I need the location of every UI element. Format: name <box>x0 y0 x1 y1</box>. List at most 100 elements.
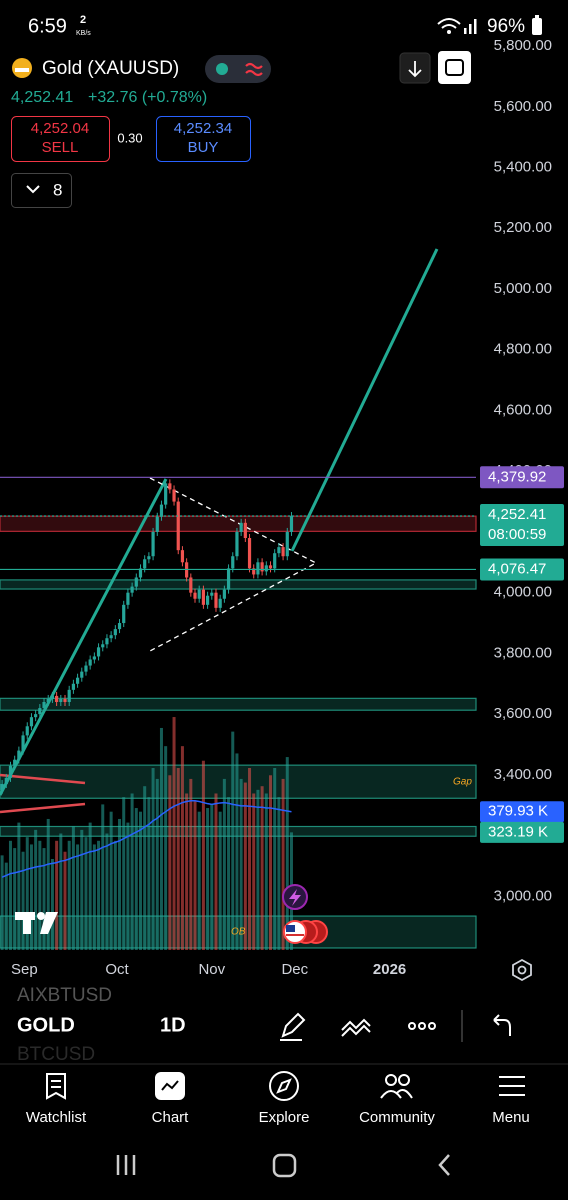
net-unit: KB/s <box>76 30 91 37</box>
y-tick-label: 5,000.00 <box>494 280 552 297</box>
candle-body <box>25 726 29 736</box>
price-label-box <box>480 504 564 547</box>
candle-body <box>4 777 8 784</box>
candle-body <box>42 701 46 709</box>
download-button[interactable] <box>399 52 431 84</box>
volume-bar <box>0 855 4 950</box>
candle-body <box>164 483 168 505</box>
buy-price: 4,252.34 <box>174 120 232 137</box>
buy-label: BUY <box>188 139 219 156</box>
y-tick-label: 3,400.00 <box>494 766 552 783</box>
nav-label[interactable]: Chart <box>152 1109 190 1126</box>
indicators-toggle[interactable]: 8 <box>11 173 72 208</box>
sell-label: SELL <box>42 139 79 156</box>
volume-bar <box>122 797 126 950</box>
event-icons[interactable] <box>282 884 328 944</box>
buy-button[interactable]: 4,252.34 BUY <box>156 116 251 162</box>
clock: 6:59 <box>28 15 67 37</box>
system-nav[interactable] <box>116 1153 450 1178</box>
market-toggle[interactable] <box>205 55 271 83</box>
volume-bar <box>243 782 247 950</box>
volume-bar <box>126 822 130 950</box>
prev-symbol[interactable]: AIXBTUSD <box>17 985 112 1006</box>
volume-bar <box>13 848 17 950</box>
candle-body <box>235 531 239 557</box>
nav-label[interactable]: Explore <box>259 1109 310 1126</box>
symbol[interactable]: GOLD <box>17 1014 75 1036</box>
volume-bar <box>34 829 38 950</box>
candle-body <box>63 698 67 702</box>
candle-body <box>126 592 130 605</box>
volume-bar <box>168 775 172 950</box>
toolbar-icons[interactable] <box>280 1010 511 1042</box>
candle-body <box>176 501 180 551</box>
candle-body <box>67 689 71 702</box>
nav-label[interactable]: Menu <box>492 1109 530 1126</box>
y-tick-label: 3,800.00 <box>494 644 552 661</box>
candle-body <box>50 695 55 699</box>
candle-body <box>201 589 206 605</box>
y-tick-label: 5,600.00 <box>494 98 552 115</box>
fullscreen-button[interactable] <box>438 51 471 84</box>
candle-body <box>117 623 122 630</box>
volume-bar <box>25 837 29 950</box>
candle-body <box>264 565 268 572</box>
candle-body <box>105 638 109 645</box>
x-tick-label: Oct <box>105 961 129 978</box>
volume-bar <box>252 793 256 950</box>
candle-body <box>13 759 17 766</box>
candle-body <box>17 750 21 760</box>
price-label: 4,076.47 <box>488 560 546 577</box>
volume-bar <box>277 797 281 950</box>
annotation: Gap <box>453 777 472 788</box>
volume-bar <box>159 727 163 950</box>
volume-bar <box>55 840 59 950</box>
nav-label[interactable]: Community <box>359 1109 435 1126</box>
nav-icons[interactable] <box>46 1071 525 1101</box>
symbol-title[interactable]: Gold (XAUUSD) <box>42 58 179 79</box>
x-tick-label: Dec <box>281 961 308 978</box>
volume-bar <box>50 859 54 950</box>
candle-body <box>71 683 75 690</box>
candle-body <box>273 553 277 569</box>
status-icons <box>437 15 542 35</box>
interval[interactable]: 1D <box>160 1014 186 1036</box>
volume-bar <box>164 746 168 950</box>
volume-bar <box>260 786 264 950</box>
volume-bar <box>118 818 122 950</box>
candle-body <box>197 589 201 599</box>
volume-bar <box>147 797 151 950</box>
bottom-nav: Watchlist Chart Explore Community Menu <box>26 1109 530 1126</box>
zone <box>0 697 477 711</box>
candle-body <box>109 635 113 639</box>
candle-body <box>277 547 281 554</box>
volume-ma-line <box>1 800 292 878</box>
candle-body <box>80 671 84 678</box>
volume-bar <box>185 793 189 950</box>
candle-body <box>189 577 193 593</box>
candle-body <box>46 698 50 702</box>
sell-button[interactable]: 4,252.04 SELL <box>11 116 110 162</box>
volume-bar <box>29 844 33 950</box>
volume-bar <box>105 833 109 950</box>
candle-body <box>143 559 147 569</box>
zone <box>0 579 477 590</box>
y-tick-label: 3,000.00 <box>494 887 552 904</box>
spread: 0.30 <box>117 130 142 145</box>
net-speed: 2 <box>80 14 86 26</box>
volume-bar <box>76 844 80 950</box>
gold-icon <box>12 58 32 78</box>
settings-icon[interactable] <box>512 958 532 982</box>
candle-body <box>214 592 218 608</box>
price-label-box <box>480 558 564 581</box>
volume-bar <box>180 746 184 950</box>
candle-body <box>247 538 252 569</box>
nav-label[interactable]: Watchlist <box>26 1109 87 1126</box>
volume-bar <box>4 862 8 950</box>
volume-bar <box>101 804 105 950</box>
candle-body <box>29 717 34 727</box>
candle-body <box>193 592 197 599</box>
candle-body <box>0 783 4 791</box>
